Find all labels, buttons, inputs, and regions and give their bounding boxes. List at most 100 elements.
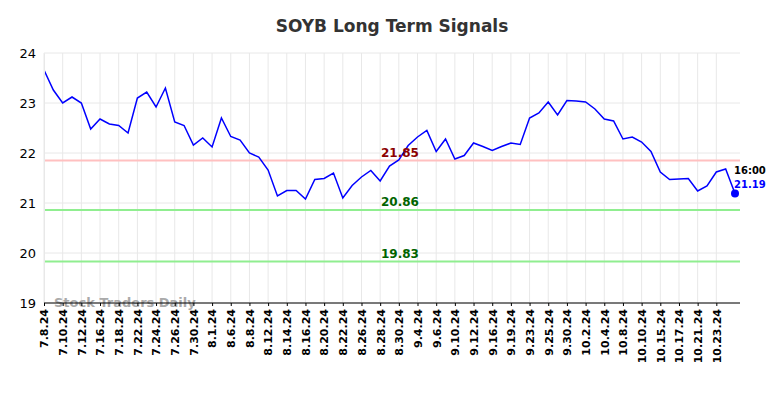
grid-line-x (137, 53, 138, 303)
x-tick-label: 7.10.24 (57, 309, 70, 356)
x-tick-label: 9.12.24 (468, 309, 481, 356)
grid-line-x (62, 53, 63, 303)
y-tick: 21 (19, 196, 44, 211)
x-tick-label: 10.23.24 (711, 309, 724, 364)
x-tick-mark (642, 303, 643, 306)
y-tick: 23 (19, 96, 44, 111)
x-tick: 7.12.24 (76, 303, 89, 356)
grid-line-x (622, 53, 623, 303)
x-tick-label: 10.4.24 (599, 309, 612, 356)
x-tick: 10.23.24 (711, 303, 724, 363)
grid-line-x (510, 53, 511, 303)
x-tick: 7.10.24 (57, 303, 70, 356)
grid-line-x (380, 53, 381, 303)
x-tick: 8.12.24 (262, 303, 275, 356)
reference-line (44, 160, 740, 162)
last-value-label: 21.19 (734, 179, 766, 190)
x-tick-mark (567, 303, 568, 306)
x-tick-label: 7.12.24 (76, 309, 89, 356)
grid-line-x (678, 53, 679, 303)
grid-line-x (286, 53, 287, 303)
x-tick-mark (604, 303, 605, 306)
grid-line-x (100, 53, 101, 303)
grid-line-x (604, 53, 605, 303)
x-tick-label: 7.30.24 (188, 309, 201, 356)
x-tick-mark (660, 303, 661, 306)
y-tick: 20 (19, 246, 44, 261)
x-tick-label: 8.8.24 (244, 309, 257, 348)
x-tick-mark (586, 303, 587, 306)
x-tick-mark (175, 303, 176, 306)
chart: SOYB Long Term SignalsStock Traders Dail… (0, 0, 784, 398)
x-tick-mark (492, 303, 493, 306)
x-tick: 10.17.24 (673, 303, 686, 363)
x-tick-mark (436, 303, 437, 306)
x-tick-label: 7.8.24 (38, 309, 51, 348)
x-tick: 9.10.24 (449, 303, 462, 356)
grid-line-x (212, 53, 213, 303)
x-tick: 9.23.24 (524, 303, 537, 356)
x-tick-label: 8.20.24 (318, 309, 331, 356)
x-tick-label: 9.25.24 (543, 309, 556, 356)
x-tick-label: 7.26.24 (169, 309, 182, 356)
x-tick: 9.25.24 (543, 303, 556, 356)
x-tick-mark (287, 303, 288, 306)
grid-line-x (174, 53, 175, 303)
x-tick-label: 8.16.24 (300, 309, 313, 356)
x-tick: 7.8.24 (38, 303, 51, 348)
x-tick: 10.4.24 (599, 303, 612, 356)
grid-line-x (118, 53, 119, 303)
y-tick: 24 (19, 46, 44, 61)
reference-label: 20.86 (381, 195, 419, 209)
x-tick-mark (63, 303, 64, 306)
x-tick: 7.26.24 (169, 303, 182, 356)
x-tick-mark (343, 303, 344, 306)
x-tick: 8.6.24 (225, 303, 238, 348)
grid-line-x (454, 53, 455, 303)
x-tick: 9.19.24 (505, 303, 518, 356)
x-tick-mark (81, 303, 82, 306)
grid (44, 53, 740, 303)
grid-line-x (660, 53, 661, 303)
x-tick: 10.10.24 (636, 303, 649, 363)
x-tick: 8.30.24 (393, 303, 406, 356)
grid-line-y (44, 103, 740, 104)
x-tick-mark (268, 303, 269, 306)
x-tick-mark (119, 303, 120, 306)
price-line (44, 70, 735, 199)
x-tick-label: 9.30.24 (561, 309, 574, 356)
y-tick-label: 19 (19, 296, 36, 311)
x-tick-label: 10.17.24 (673, 309, 686, 364)
grid-line-x (249, 53, 250, 303)
x-tick-mark (548, 303, 549, 306)
grid-line-x (417, 53, 418, 303)
x-tick-label: 10.8.24 (617, 309, 630, 356)
x-tick-mark (380, 303, 381, 306)
grid-line-x (230, 53, 231, 303)
x-tick: 7.24.24 (150, 303, 163, 356)
y-tick-label: 22 (19, 146, 36, 161)
grid-line-x (436, 53, 437, 303)
time-label: 16:00 (734, 165, 766, 176)
y-tick-label: 24 (19, 46, 36, 61)
x-tick-mark (324, 303, 325, 306)
x-tick-mark (305, 303, 306, 306)
x-tick-mark (361, 303, 362, 306)
grid-line-x (473, 53, 474, 303)
x-tick-label: 7.18.24 (113, 309, 126, 356)
x-tick-label: 7.24.24 (150, 309, 163, 356)
reference-line (44, 261, 740, 263)
x-tick-label: 9.16.24 (487, 309, 500, 356)
x-tick: 8.14.24 (281, 303, 294, 356)
y-tick: 19 (19, 296, 44, 311)
x-tick: 8.1.24 (206, 303, 219, 348)
y-tick-label: 20 (19, 246, 36, 261)
grid-line-x (585, 53, 586, 303)
grid-line-y (44, 53, 740, 54)
x-tick-label: 8.26.24 (356, 309, 369, 356)
grid-line-x (398, 53, 399, 303)
x-tick: 9.12.24 (468, 303, 481, 356)
grid-line-x (44, 53, 45, 303)
x-tick: 7.16.24 (94, 303, 107, 356)
grid-line-x (566, 53, 567, 303)
